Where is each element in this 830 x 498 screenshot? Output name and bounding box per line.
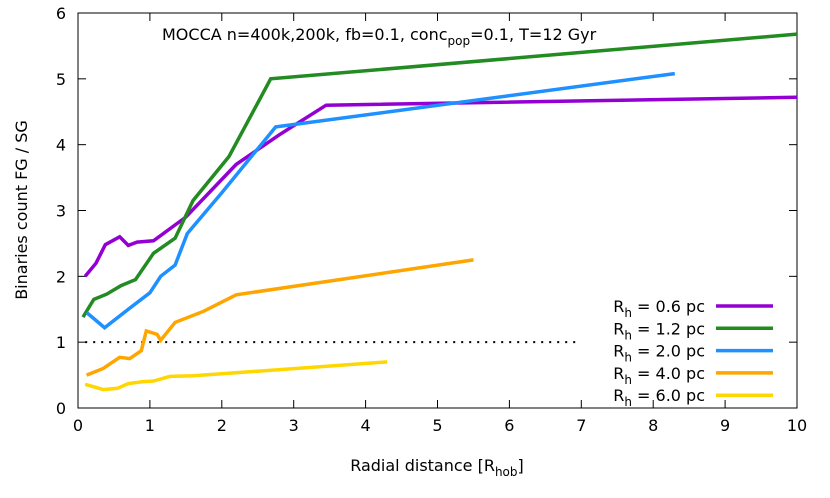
legend-label-0: Rh = 0.6 pc xyxy=(613,297,705,320)
x-tick-label: 8 xyxy=(648,416,658,435)
x-tick-label: 2 xyxy=(217,416,227,435)
chart-title: MOCCA n=400k,200k, fb=0.1, concpop=0.1, … xyxy=(162,25,597,48)
series-line-2 xyxy=(85,71,676,330)
x-tick-label: 1 xyxy=(145,416,155,435)
y-axis-label: Binaries count FG / SG xyxy=(12,120,31,300)
y-tick-label: 3 xyxy=(56,202,66,221)
x-axis-label: Radial distance [Rhob] xyxy=(350,456,524,479)
series-line-1 xyxy=(81,32,798,319)
x-tick-label: 4 xyxy=(361,416,371,435)
series-line-4 xyxy=(84,360,388,392)
y-tick-label: 5 xyxy=(56,70,66,89)
x-tick-label: 6 xyxy=(504,416,514,435)
legend-label-2: Rh = 2.0 pc xyxy=(613,342,705,365)
y-tick-label: 2 xyxy=(56,267,66,286)
x-tick-label: 9 xyxy=(720,416,730,435)
legend-label-1: Rh = 1.2 pc xyxy=(613,319,705,342)
x-tick-label: 10 xyxy=(787,416,807,435)
series-line-3 xyxy=(85,258,474,377)
series-line-0 xyxy=(83,95,798,278)
y-tick-label: 4 xyxy=(56,136,66,155)
legend-label-4: Rh = 6.0 pc xyxy=(613,386,705,409)
y-tick-label: 1 xyxy=(56,333,66,352)
series-group xyxy=(81,32,798,392)
ticks-group: 0 1 2 3 4 5 6 7 8 9 10 0 1 2 3 4 5 6 xyxy=(56,4,807,435)
y-tick-label: 0 xyxy=(56,399,66,418)
x-tick-label: 3 xyxy=(289,416,299,435)
legend-label-3: Rh = 4.0 pc xyxy=(613,364,705,387)
x-tick-label: 7 xyxy=(576,416,586,435)
x-tick-label: 0 xyxy=(73,416,83,435)
y-tick-label: 6 xyxy=(56,4,66,23)
x-tick-label: 5 xyxy=(432,416,442,435)
